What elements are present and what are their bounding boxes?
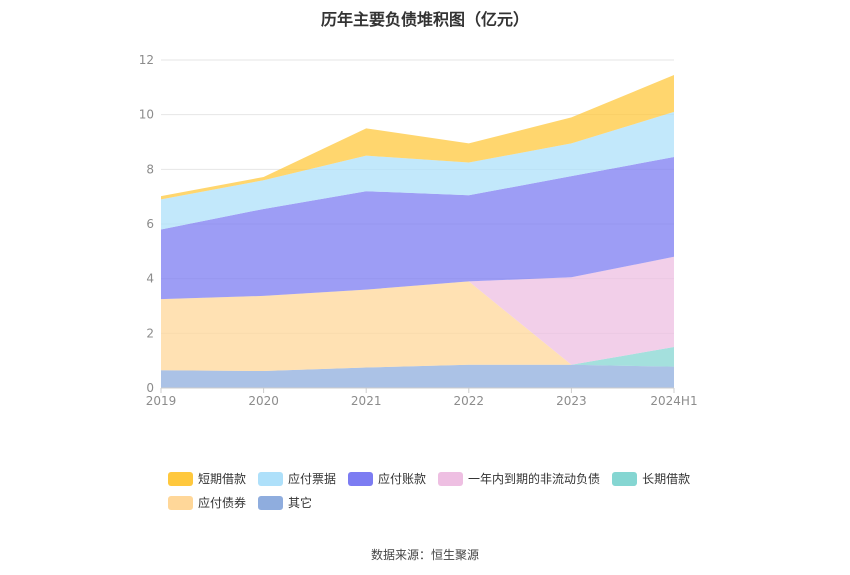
area-长期借款 <box>161 281 674 367</box>
data-source: 数据来源：恒生聚源 <box>370 548 479 562</box>
stacked-area-chart: 0 2 4 6 8 10 12 2019 2020 2021 2022 2023 2024H1 <box>139 53 698 408</box>
legend-label: 一年内到期的非流动负债 <box>468 472 601 486</box>
y-tick-label: 0 <box>146 381 154 395</box>
area-应付票据 <box>161 111 674 230</box>
legend-label: 应付账款 <box>378 472 427 486</box>
legend-swatch <box>258 471 284 486</box>
area-series <box>161 75 674 388</box>
legend-item[interactable]: 其它 <box>258 495 312 510</box>
x-tick-label: 2022 <box>454 394 485 408</box>
legend-item[interactable]: 应付账款 <box>348 471 426 486</box>
x-tick-label: 2019 <box>146 394 177 408</box>
legend-swatch <box>258 495 284 510</box>
x-tick-label: 2021 <box>351 394 382 408</box>
y-tick-label: 2 <box>146 326 154 340</box>
y-tick-label: 6 <box>146 217 154 231</box>
area-一年内到期的非流动负债 <box>161 256 674 365</box>
y-tick-label: 4 <box>146 272 154 286</box>
y-tick-label: 12 <box>139 53 154 67</box>
legend-label: 应付票据 <box>288 472 337 486</box>
x-tick-label: 2020 <box>248 394 279 408</box>
legend-label: 短期借款 <box>198 472 247 486</box>
area-应付账款 <box>161 157 674 300</box>
legend-swatch <box>168 495 193 510</box>
chart-title: 历年主要负债堆积图（亿元） <box>320 10 529 29</box>
legend-label: 应付债券 <box>198 496 247 510</box>
legend-swatch <box>438 471 464 486</box>
axes: 0 2 4 6 8 10 12 2019 2020 2021 2022 2023 2024H1 <box>139 53 698 408</box>
legend-label: 其它 <box>288 496 313 510</box>
legend-swatch <box>348 471 374 486</box>
legend-item[interactable]: 短期借款 <box>168 471 246 486</box>
area-其它 <box>161 364 674 388</box>
legend-swatch <box>612 471 638 486</box>
legend-swatch <box>168 471 193 486</box>
legend-item[interactable]: 长期借款 <box>612 471 690 486</box>
legend-label: 长期借款 <box>642 472 691 486</box>
y-tick-label: 10 <box>139 108 154 122</box>
legend-item[interactable]: 应付债券 <box>168 495 246 510</box>
legend-item[interactable]: 应付票据 <box>258 471 336 486</box>
legend-item[interactable]: 一年内到期的非流动负债 <box>438 471 600 486</box>
x-tick-label: 2024H1 <box>650 394 697 408</box>
area-短期借款 <box>161 75 674 200</box>
y-tick-label: 8 <box>146 162 154 176</box>
area-应付债券 <box>161 281 674 372</box>
x-tick-label: 2023 <box>556 394 587 408</box>
legend: 短期借款 应付票据 应付账款 一年内到期的非流动负债 长期借款应付债券 其它 <box>168 471 728 519</box>
